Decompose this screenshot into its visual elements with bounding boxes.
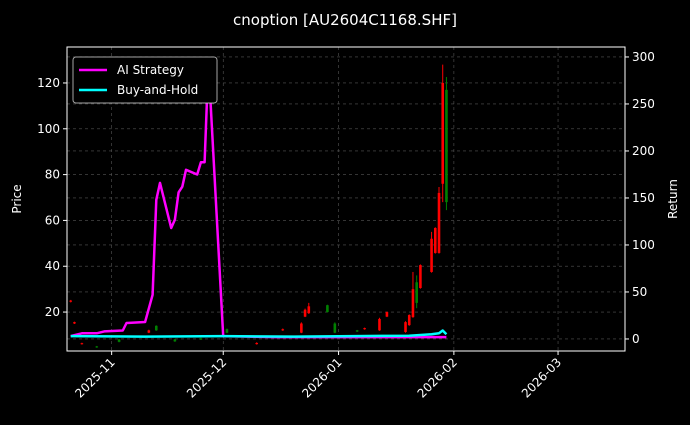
candle-body	[300, 323, 303, 333]
candle-body	[419, 265, 422, 289]
candle-body	[225, 329, 229, 333]
y-tick-label-right: 200	[632, 144, 655, 158]
y-tick-label-left: 100	[37, 122, 60, 136]
candle-body	[378, 318, 381, 331]
candle-body	[355, 330, 359, 332]
candle-body	[333, 323, 337, 333]
y-axis-right-label: Return	[666, 179, 680, 219]
candle-body	[433, 227, 437, 253]
y-tick-label-left: 60	[45, 213, 60, 227]
candle-body	[404, 322, 407, 332]
y-tick-label-right: 0	[632, 332, 640, 346]
series-line-buy-and-hold	[70, 329, 448, 338]
candle-body	[363, 328, 366, 330]
y-tick-label-left: 40	[45, 259, 60, 273]
chart-title: cnoption [AU2604C1168.SHF]	[233, 11, 457, 29]
candle-body	[173, 339, 177, 342]
candle-body	[73, 322, 76, 324]
plot-frame	[66, 46, 626, 352]
candle-body	[430, 238, 433, 272]
candle-body	[80, 343, 84, 345]
candle-body	[437, 192, 441, 253]
candle-body	[411, 289, 415, 318]
candle-body	[199, 338, 203, 340]
y-axis-left-label: Price	[10, 184, 24, 213]
candle-body	[326, 305, 329, 313]
candle-body	[415, 282, 418, 303]
candle-body	[303, 309, 307, 317]
legend-label-ai-strategy: AI Strategy	[117, 63, 184, 77]
series-lines	[70, 61, 448, 339]
y-tick-label-right: 50	[632, 285, 647, 299]
candle-body	[441, 82, 445, 184]
candle-body	[307, 306, 311, 314]
candles	[69, 64, 448, 348]
legend-box	[72, 56, 218, 104]
y-tick-label-right: 250	[632, 97, 655, 111]
legend-label-buy-and-hold: Buy-and-Hold	[117, 83, 198, 97]
y-tick-label-left: 120	[37, 76, 60, 90]
candle-body	[281, 329, 285, 331]
candle-body	[69, 300, 73, 302]
candle-body	[445, 89, 448, 203]
candle-body	[385, 312, 389, 317]
candle-body	[95, 346, 99, 348]
legend: AI Strategy Buy-and-Hold	[72, 56, 218, 104]
y-tick-label-left: 20	[45, 305, 60, 319]
grid	[67, 47, 625, 351]
candle-body	[147, 330, 151, 333]
candle-body	[117, 339, 121, 342]
y-tick-label-right: 300	[632, 50, 655, 64]
y-tick-label-right: 150	[632, 191, 655, 205]
y-tick-label-right: 100	[632, 238, 655, 252]
candle-body	[154, 325, 158, 331]
candle-body	[407, 315, 411, 326]
candle-body	[255, 342, 259, 345]
y-tick-label-left: 80	[45, 168, 60, 182]
